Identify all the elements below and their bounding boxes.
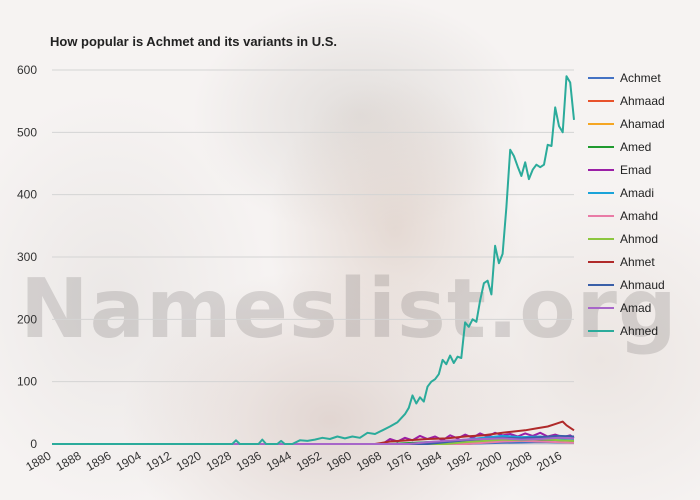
legend-swatch	[588, 237, 614, 240]
legend-item-amadi[interactable]: Amadi	[588, 181, 698, 204]
y-tick-label: 600	[17, 63, 37, 77]
legend-swatch	[588, 145, 614, 148]
legend-swatch	[588, 260, 614, 263]
series-line-amad	[52, 436, 575, 445]
x-tick-label: 1984	[414, 448, 444, 474]
x-tick-label: 1920	[174, 448, 204, 474]
x-tick-label: 2008	[504, 448, 534, 474]
legend-label: Emad	[620, 162, 652, 177]
series-line-amahd	[52, 439, 575, 445]
x-tick-label: 1992	[444, 448, 474, 474]
legend-item-emad[interactable]: Emad	[588, 158, 698, 181]
legend-label: Amahd	[620, 208, 659, 223]
chart-legend: Achmet Ahmaad Ahamad Amed Emad Amadi Amahd Ahmo…	[588, 66, 698, 342]
legend-item-amahd[interactable]: Amahd	[588, 204, 698, 227]
series-line-ahmed	[52, 75, 575, 445]
legend-swatch	[588, 191, 614, 194]
legend-item-ahmet[interactable]: Ahmet	[588, 250, 698, 273]
legend-label: Achmet	[620, 70, 661, 85]
x-tick-label: 1896	[83, 448, 113, 474]
y-tick-label: 0	[30, 437, 37, 451]
chart-title: How popular is Achmet and its variants i…	[50, 34, 338, 49]
legend-swatch	[588, 99, 614, 102]
legend-item-ahmaad[interactable]: Ahmaad	[588, 89, 698, 112]
y-axis-ticks: 0 100 200 300 400 500 600	[17, 63, 37, 451]
x-axis-ticks: 1880 1888 1896 1904 1912 1920 1928 1936 1944 1952…	[23, 448, 564, 474]
legend-swatch	[588, 306, 614, 309]
legend-item-ahmaud[interactable]: Ahmaud	[588, 273, 698, 296]
y-tick-label: 100	[17, 375, 37, 389]
legend-label: Ahamad	[620, 116, 665, 131]
grid-lines	[52, 69, 574, 445]
legend-item-ahmod[interactable]: Ahmod	[588, 227, 698, 250]
x-tick-label: 1928	[204, 448, 234, 474]
legend-label: Ahmod	[620, 231, 659, 246]
x-tick-label: 2000	[474, 448, 504, 474]
y-tick-label: 500	[17, 125, 37, 139]
legend-label: Amadi	[620, 185, 655, 200]
y-tick-label: 400	[17, 188, 37, 202]
legend-item-ahamad[interactable]: Ahamad	[588, 112, 698, 135]
x-tick-label: 1888	[53, 448, 83, 474]
legend-label: Ahmet	[620, 254, 655, 269]
x-tick-label: 2016	[534, 448, 564, 474]
legend-label: Amed	[620, 139, 652, 154]
legend-label: Ahmaud	[620, 277, 665, 292]
x-tick-label: 1952	[294, 448, 324, 474]
y-tick-label: 300	[17, 250, 37, 264]
x-tick-label: 1976	[384, 448, 414, 474]
legend-label: Ahmed	[620, 323, 659, 338]
x-tick-label: 1880	[23, 448, 53, 474]
series-lines	[52, 75, 575, 445]
series-line-ahmod	[52, 438, 575, 445]
legend-item-ahmed[interactable]: Ahmed	[588, 319, 698, 342]
legend-item-achmet[interactable]: Achmet	[588, 66, 698, 89]
legend-swatch	[588, 76, 614, 79]
x-tick-label: 1968	[354, 448, 384, 474]
series-line-ahmet	[52, 420, 575, 445]
legend-label: Ahmaad	[620, 93, 665, 108]
x-tick-label: 1912	[144, 448, 174, 474]
legend-swatch	[588, 329, 614, 332]
y-tick-label: 200	[17, 312, 37, 326]
x-tick-label: 1944	[264, 448, 294, 474]
legend-item-amed[interactable]: Amed	[588, 135, 698, 158]
legend-label: Amad	[620, 300, 652, 315]
legend-swatch	[588, 214, 614, 217]
x-tick-label: 1904	[114, 448, 144, 474]
x-tick-label: 1960	[324, 448, 354, 474]
legend-swatch	[588, 283, 614, 286]
legend-item-amad[interactable]: Amad	[588, 296, 698, 319]
x-tick-label: 1936	[234, 448, 264, 474]
legend-swatch	[588, 168, 614, 171]
legend-swatch	[588, 122, 614, 125]
